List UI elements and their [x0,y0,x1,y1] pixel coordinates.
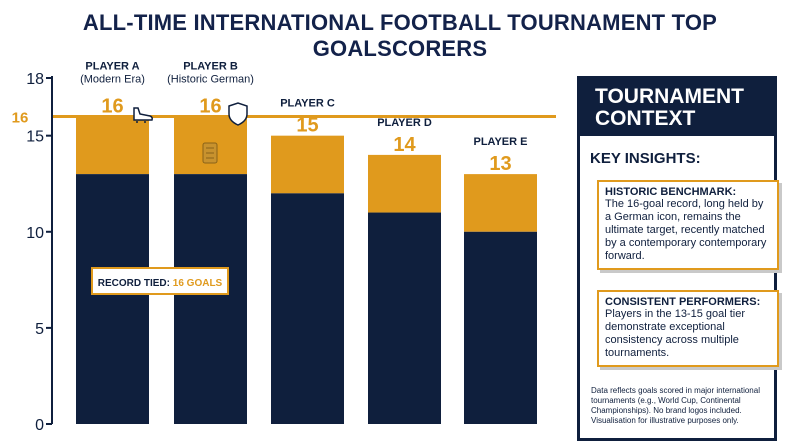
y-tick-label: 10 [26,225,44,242]
reference-label: 16 [12,109,29,126]
insight-title: CONSISTENT PERFORMERS: [605,296,761,308]
annotation-prefix: RECORD TIED: [98,278,173,289]
bar-top-segment [368,154,441,213]
record-annotation-box [91,267,229,295]
value-label: 16 [199,95,221,117]
category-label: PLAYER D [377,117,432,129]
value-label: 13 [489,153,511,175]
annotation-highlight: 16 GOALS [173,278,223,289]
bar-base-segment [76,174,149,424]
category-subtitle: (Historic German) [167,73,254,85]
insight-consistent-performers: CONSISTENT PERFORMERS: Players in the 13… [597,290,779,367]
category-label: PLAYER C [280,98,335,110]
category-label: PLAYER B [183,60,238,72]
page-title: ALL-TIME INTERNATIONAL FOOTBALL TOURNAME… [82,10,718,61]
insight-title: HISTORIC BENCHMARK: [605,186,737,198]
value-label: 14 [393,134,416,156]
insight-body: Players in the 13-15 goal tier demonstra… [605,308,746,359]
category-label: PLAYER E [473,136,527,148]
bar-top-segment [271,135,344,194]
bar-base-segment [368,212,441,424]
eagle-crest-icon [202,142,218,164]
bar-base-segment [174,174,247,424]
bar-top-segment [464,174,537,232]
value-label: 16 [101,95,123,117]
bar-base-segment [464,231,537,424]
y-tick-label: 0 [35,417,44,434]
boot-shape [133,107,153,121]
football-boot-icon [133,107,153,123]
category-subtitle: (Modern Era) [80,73,145,85]
sidebar-title-line2: CONTEXT [595,107,696,130]
bar-top-segment [76,116,149,175]
bar-chart: PLAYER A(Modern Era) 16 PLAYER B(Historic … [12,60,556,434]
y-tick-label: 18 [26,71,44,88]
value-label: 15 [296,115,318,137]
category-label: PLAYER A [85,60,139,72]
record-annotation-text: RECORD TIED: 16 GOALS [98,278,223,289]
insight-historic-benchmark: HISTORIC BENCHMARK: The 16-goal record, … [597,180,779,270]
bar-base-segment [271,193,344,424]
sidebar-header: TOURNAMENT CONTEXT [577,76,777,136]
insights-title: KEY INSIGHTS: [590,150,701,167]
sidebar-title-line1: TOURNAMENT [595,85,744,108]
footnote: Data reflects goals scored in major inte… [591,386,760,425]
shield-icon [228,102,248,126]
y-tick-label: 15 [26,129,44,146]
insight-body: The 16-goal record, long held by a Germa… [605,198,767,262]
y-tick-label: 5 [35,321,44,338]
